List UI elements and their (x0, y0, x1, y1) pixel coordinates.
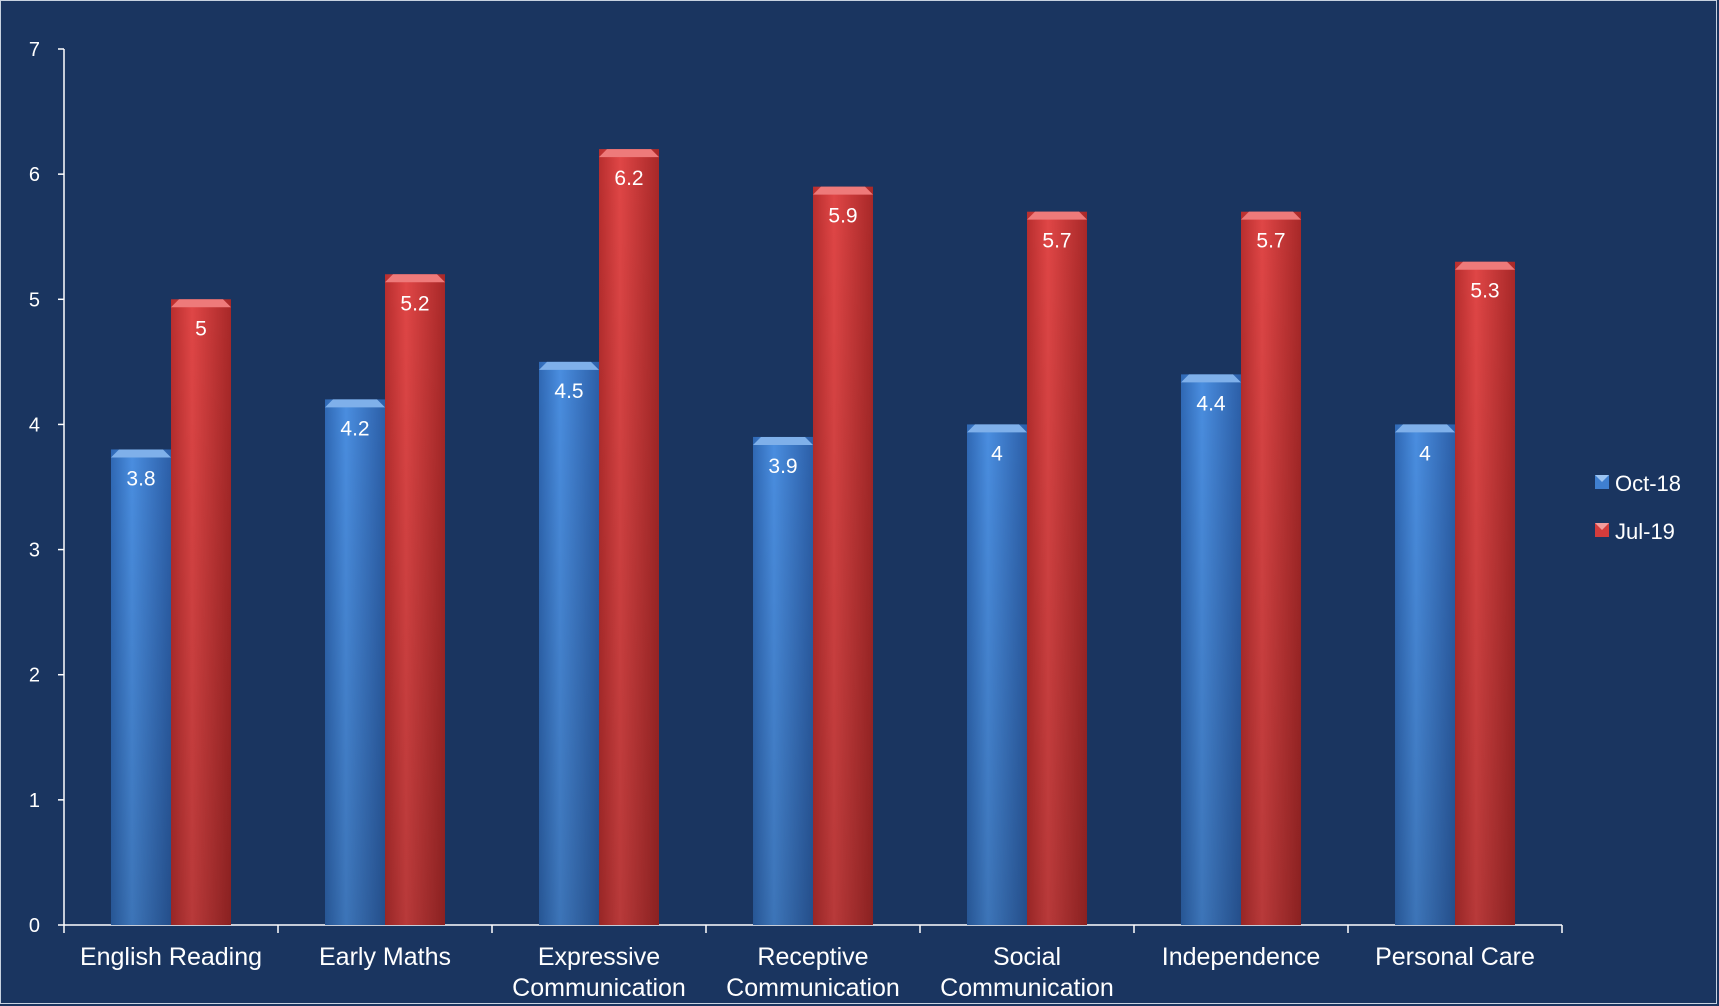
bar-shade (967, 424, 1027, 925)
bar-shade (1241, 211, 1301, 925)
x-tick-label: Independence (1162, 943, 1320, 971)
x-tick-label: Expressive (538, 943, 660, 971)
bar-jul-19 (171, 299, 231, 925)
y-tick-label: 2 (29, 665, 40, 687)
legend-swatch-cap (1595, 475, 1609, 482)
x-tick-label: Communication (512, 974, 686, 1002)
bar-shade (539, 361, 599, 925)
data-label: 5.7 (1256, 230, 1285, 253)
bar-shade (599, 149, 659, 926)
bar-oct-18 (1181, 374, 1241, 925)
bar-shade (1181, 374, 1241, 925)
bar-oct-18 (753, 436, 813, 925)
bar-cap (1241, 211, 1301, 220)
bar-shade (1395, 424, 1455, 925)
bar-cap (599, 149, 659, 158)
x-tick-label: Communication (726, 974, 900, 1002)
data-label: 4.5 (554, 380, 583, 403)
data-label: 4.4 (1196, 392, 1226, 415)
bar-oct-18 (111, 449, 171, 925)
bar-shade (111, 449, 171, 925)
x-tick-label: English Reading (80, 943, 262, 971)
bar-shade (325, 399, 385, 925)
x-tick-label: Social (993, 943, 1061, 971)
bar-shade (753, 436, 813, 925)
data-label: 5 (195, 317, 207, 340)
bar-shade (171, 299, 231, 925)
bar-cap (1395, 424, 1455, 433)
bar-cap (1181, 374, 1241, 383)
bar-shade (385, 274, 445, 925)
x-tick-label: Early Maths (319, 943, 451, 971)
bar-jul-19 (599, 149, 659, 926)
legend-swatch-cap (1595, 523, 1609, 530)
data-label: 6.2 (614, 167, 643, 190)
bar-cap (385, 274, 445, 283)
y-tick-label: 5 (29, 289, 40, 311)
data-labels: 3.8 4.2 4.5 3.9 4 4.4 4 5 5.2 6.2 5.9 5.7 5.7 5.3 (126, 167, 1499, 490)
legend-label: Oct-18 (1615, 471, 1681, 496)
data-label: 4 (991, 442, 1003, 465)
y-tick-label: 1 (29, 790, 40, 812)
legend: Oct-18 Jul-19 (1595, 471, 1681, 544)
legend-item-jul-19: Jul-19 (1595, 519, 1675, 544)
bar-oct-18 (325, 399, 385, 925)
y-axis: 0 1 2 3 4 5 6 7 (29, 39, 65, 937)
bar-jul-19 (813, 186, 873, 925)
data-label: 5.7 (1042, 230, 1071, 253)
bar-shade (1027, 211, 1087, 925)
x-tick-label: Personal Care (1375, 943, 1535, 971)
bar-cap (967, 424, 1027, 433)
data-label: 5.2 (400, 292, 429, 315)
data-label: 5.3 (1470, 280, 1499, 303)
data-label: 3.9 (768, 455, 797, 478)
bar-oct-18 (539, 361, 599, 925)
legend-label: Jul-19 (1615, 519, 1675, 544)
y-tick-label: 0 (29, 915, 40, 937)
bar-shade (1455, 261, 1515, 925)
bar-cap (1455, 261, 1515, 270)
x-tick-label: Receptive (757, 943, 868, 971)
bar-jul-19 (1241, 211, 1301, 925)
data-label: 5.9 (828, 205, 857, 228)
legend-item-oct-18: Oct-18 (1595, 471, 1681, 496)
bar-cap (325, 399, 385, 408)
y-tick-label: 4 (29, 414, 40, 436)
bar-oct-18 (967, 424, 1027, 925)
bar-cap (813, 186, 873, 195)
bar-oct-18 (1395, 424, 1455, 925)
bars (111, 149, 1515, 926)
bar-cap (753, 436, 813, 445)
bar-cap (539, 361, 599, 370)
bar-jul-19 (385, 274, 445, 925)
data-label: 3.8 (126, 467, 155, 490)
bar-cap (1027, 211, 1087, 220)
y-tick-label: 7 (29, 39, 40, 61)
bar-jul-19 (1455, 261, 1515, 925)
y-tick-label: 6 (29, 164, 40, 186)
x-axis: English Reading Early Maths Expressive Comm… (63, 924, 1563, 1002)
bar-jul-19 (1027, 211, 1087, 925)
x-tick-label: Communication (940, 974, 1114, 1002)
data-label: 4.2 (340, 417, 369, 440)
bar-cap (111, 449, 171, 458)
data-label: 4 (1419, 442, 1431, 465)
bar-shade (813, 186, 873, 925)
y-tick-label: 3 (29, 540, 40, 562)
bar-cap (171, 299, 231, 308)
